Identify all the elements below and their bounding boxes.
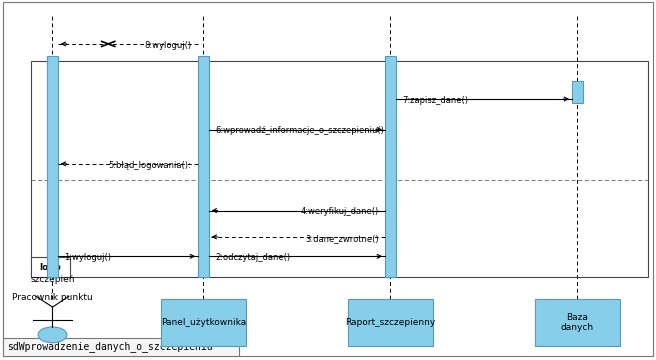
Bar bbox=[385, 56, 396, 277]
Bar bbox=[47, 56, 58, 277]
Text: 7:zapisz_dane(): 7:zapisz_dane() bbox=[402, 96, 468, 105]
Text: Pracownik punktu: Pracownik punktu bbox=[12, 293, 93, 302]
Bar bbox=[161, 299, 246, 346]
Circle shape bbox=[38, 327, 67, 343]
Text: 5:błąd_logowania():: 5:błąd_logowania(): bbox=[109, 161, 192, 170]
Text: 6:wprowadź_informacje_o_szczepieniu(): 6:wprowadź_informacje_o_szczepieniu() bbox=[215, 126, 384, 135]
Bar bbox=[348, 299, 433, 346]
Text: Raport_szczepienny: Raport_szczepienny bbox=[345, 318, 436, 327]
Text: 2:odczytaj_dane(): 2:odczytaj_dane() bbox=[215, 253, 291, 262]
Text: 3:dane_zwrotne(): 3:dane_zwrotne() bbox=[305, 234, 379, 243]
Text: loop: loop bbox=[39, 263, 62, 272]
Text: 4:weryfikuj_dane(): 4:weryfikuj_dane() bbox=[300, 207, 379, 216]
Bar bbox=[31, 61, 648, 277]
Text: Panel_użytkownika: Panel_użytkownika bbox=[161, 318, 246, 327]
Bar bbox=[198, 56, 209, 277]
Text: 8:wyloguj(): 8:wyloguj() bbox=[144, 41, 192, 50]
Bar bbox=[572, 81, 583, 103]
Text: 1:wyloguj(): 1:wyloguj() bbox=[64, 253, 112, 262]
Bar bbox=[3, 338, 239, 356]
Bar bbox=[31, 257, 70, 277]
Text: Baza
danych: Baza danych bbox=[561, 312, 594, 332]
Bar bbox=[535, 299, 620, 346]
Text: szczepień: szczepień bbox=[30, 275, 75, 284]
Text: sdWprowadzenie_danych_o_szczepieniu: sdWprowadzenie_danych_o_szczepieniu bbox=[7, 342, 212, 352]
